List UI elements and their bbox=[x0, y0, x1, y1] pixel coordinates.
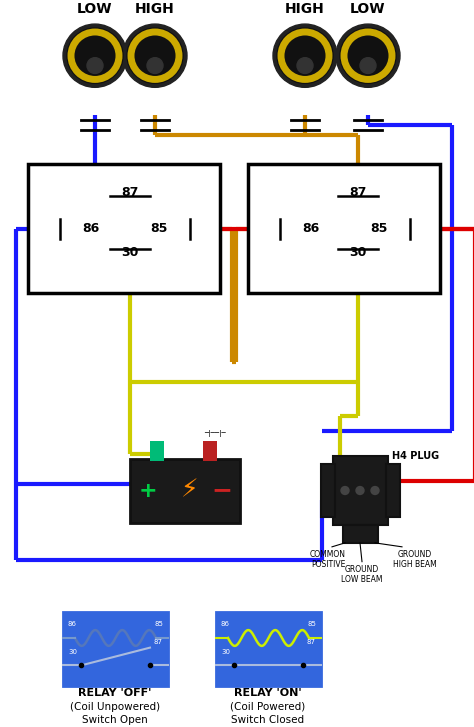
Text: LOW: LOW bbox=[350, 2, 386, 16]
Text: 87: 87 bbox=[121, 186, 139, 199]
Text: Switch Closed: Switch Closed bbox=[231, 715, 305, 725]
Circle shape bbox=[341, 486, 349, 494]
Text: +: + bbox=[139, 481, 157, 500]
Bar bbox=[63, 612, 168, 686]
Text: HIGH: HIGH bbox=[285, 2, 325, 16]
Bar bbox=[343, 525, 378, 543]
Bar bbox=[130, 459, 240, 523]
Text: RELAY 'ON': RELAY 'ON' bbox=[234, 688, 302, 698]
Text: 30: 30 bbox=[349, 246, 367, 260]
Circle shape bbox=[127, 28, 183, 84]
Text: 30: 30 bbox=[121, 246, 139, 260]
Text: −: − bbox=[211, 478, 233, 502]
Circle shape bbox=[123, 24, 187, 87]
Circle shape bbox=[340, 28, 396, 84]
Text: COMMON
POSITIVE: COMMON POSITIVE bbox=[310, 550, 346, 569]
Text: 30: 30 bbox=[68, 648, 77, 654]
Bar bbox=[150, 441, 164, 461]
Text: H4 PLUG: H4 PLUG bbox=[392, 451, 439, 461]
Text: GROUND
HIGH BEAM: GROUND HIGH BEAM bbox=[393, 550, 437, 569]
Circle shape bbox=[87, 57, 103, 73]
Text: (Coil Unpowered): (Coil Unpowered) bbox=[70, 702, 160, 712]
Bar bbox=[321, 464, 335, 517]
Circle shape bbox=[147, 57, 163, 73]
Bar bbox=[333, 456, 388, 525]
Text: 87: 87 bbox=[349, 186, 367, 199]
Circle shape bbox=[63, 24, 127, 87]
Text: (Coil Powered): (Coil Powered) bbox=[230, 702, 306, 712]
Text: 85: 85 bbox=[154, 621, 163, 627]
Text: 85: 85 bbox=[371, 222, 388, 235]
Text: 87: 87 bbox=[154, 639, 163, 645]
Bar bbox=[248, 164, 440, 293]
Circle shape bbox=[371, 486, 379, 494]
Text: 86: 86 bbox=[82, 222, 99, 235]
Circle shape bbox=[360, 57, 376, 73]
Bar bbox=[216, 612, 321, 686]
Text: Switch Open: Switch Open bbox=[82, 715, 148, 725]
Text: 85: 85 bbox=[307, 621, 316, 627]
Text: GROUND
LOW BEAM: GROUND LOW BEAM bbox=[341, 565, 383, 584]
Bar bbox=[386, 464, 400, 517]
Circle shape bbox=[297, 57, 313, 73]
Bar bbox=[28, 164, 220, 293]
Text: 86: 86 bbox=[302, 222, 319, 235]
Text: ─|──|─: ─|──|─ bbox=[204, 430, 226, 437]
Circle shape bbox=[67, 28, 123, 84]
Text: LOW: LOW bbox=[77, 2, 113, 16]
Text: HIGH: HIGH bbox=[135, 2, 175, 16]
Circle shape bbox=[273, 24, 337, 87]
Bar bbox=[203, 441, 217, 461]
Circle shape bbox=[277, 28, 333, 84]
Text: 30: 30 bbox=[221, 648, 230, 654]
Text: 86: 86 bbox=[68, 621, 77, 627]
Text: 85: 85 bbox=[151, 222, 168, 235]
Text: 86: 86 bbox=[221, 621, 230, 627]
Circle shape bbox=[336, 24, 400, 87]
Text: ⚡: ⚡ bbox=[181, 478, 199, 502]
Text: RELAY 'OFF': RELAY 'OFF' bbox=[78, 688, 152, 698]
Circle shape bbox=[356, 486, 364, 494]
Text: 87: 87 bbox=[307, 639, 316, 645]
